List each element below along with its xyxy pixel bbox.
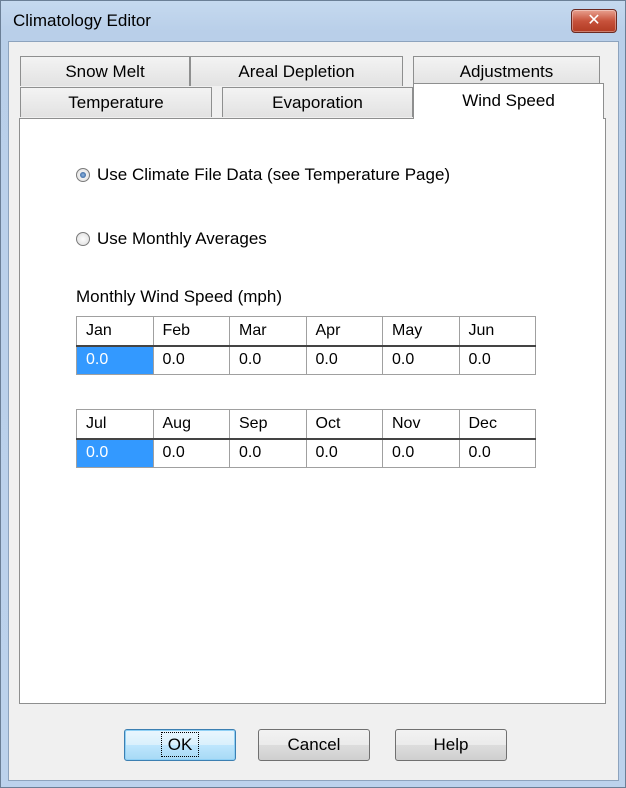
help-button-label: Help [433, 735, 469, 754]
climate-file-option[interactable]: Use Climate File Data (see Temperature P… [76, 165, 450, 185]
tab-snow-melt[interactable]: Snow Melt [20, 56, 190, 86]
cancel-button-label: Cancel [287, 735, 341, 754]
tab-adjustments[interactable]: Adjustments [413, 56, 600, 86]
climate-file-radio[interactable] [76, 168, 90, 182]
column-header: Apr [305, 316, 383, 347]
help-button[interactable]: Help [395, 729, 507, 761]
tab-label: Areal Depletion [238, 62, 355, 81]
table-header-row: Jul Aug Sep Oct Nov Dec [76, 409, 536, 440]
grid-cell[interactable]: 0.0 [152, 438, 230, 468]
column-header: Jan [76, 316, 154, 347]
grid-cell[interactable]: 0.0 [305, 438, 383, 468]
grid-cell[interactable]: 0.0 [382, 345, 460, 375]
title-bar[interactable]: Climatology Editor ✕ [1, 1, 625, 41]
table-row: 0.0 0.0 0.0 0.0 0.0 0.0 [76, 345, 536, 375]
tab-label: Adjustments [459, 62, 554, 81]
section-label: Monthly Wind Speed (mph) [76, 287, 282, 306]
tab-label: Wind Speed [462, 91, 555, 110]
wind-speed-grid-jul-dec: Jul Aug Sep Oct Nov Dec 0.0 0.0 0.0 0.0 … [76, 409, 536, 468]
monthly-averages-label: Use Monthly Averages [97, 229, 267, 248]
window-title: Climatology Editor [13, 11, 151, 30]
tab-label: Evaporation [272, 93, 363, 112]
column-header: Dec [458, 409, 536, 440]
ok-button-label: OK [160, 732, 200, 757]
tab-wind-speed[interactable]: Wind Speed [413, 83, 604, 119]
tab-evaporation[interactable]: Evaporation [222, 87, 413, 117]
tab-label: Snow Melt [65, 62, 145, 81]
tab-label: Temperature [68, 93, 164, 112]
tab-areal-depletion[interactable]: Areal Depletion [190, 56, 403, 86]
table-row: 0.0 0.0 0.0 0.0 0.0 0.0 [76, 438, 536, 468]
grid-cell[interactable]: 0.0 [229, 438, 307, 468]
close-button[interactable]: ✕ [571, 9, 617, 33]
column-header: Aug [152, 409, 230, 440]
monthly-averages-radio[interactable] [76, 232, 90, 246]
column-header: Feb [152, 316, 230, 347]
close-icon: ✕ [587, 12, 601, 29]
wind-speed-grid-jan-jun: Jan Feb Mar Apr May Jun 0.0 0.0 0.0 0.0 … [76, 316, 536, 375]
grid-cell[interactable]: 0.0 [76, 438, 154, 468]
table-header-row: Jan Feb Mar Apr May Jun [76, 316, 536, 347]
grid-cell[interactable]: 0.0 [458, 438, 536, 468]
grid-cell[interactable]: 0.0 [382, 438, 460, 468]
column-header: Oct [305, 409, 383, 440]
ok-button[interactable]: OK [124, 729, 236, 761]
grid-cell[interactable]: 0.0 [229, 345, 307, 375]
wind-speed-panel: Use Climate File Data (see Temperature P… [19, 118, 606, 704]
grid-cell[interactable]: 0.0 [76, 345, 154, 375]
grid-cell[interactable]: 0.0 [305, 345, 383, 375]
cancel-button[interactable]: Cancel [258, 729, 370, 761]
column-header: Sep [229, 409, 307, 440]
column-header: Mar [229, 316, 307, 347]
monthly-averages-option[interactable]: Use Monthly Averages [76, 229, 267, 249]
column-header: Jun [458, 316, 536, 347]
column-header: Jul [76, 409, 154, 440]
column-header: May [382, 316, 460, 347]
tab-temperature[interactable]: Temperature [20, 87, 212, 117]
dialog-client-area: Snow Melt Areal Depletion Adjustments Te… [8, 41, 619, 781]
grid-cell[interactable]: 0.0 [152, 345, 230, 375]
grid-cell[interactable]: 0.0 [458, 345, 536, 375]
column-header: Nov [382, 409, 460, 440]
climate-file-label: Use Climate File Data (see Temperature P… [97, 165, 451, 184]
